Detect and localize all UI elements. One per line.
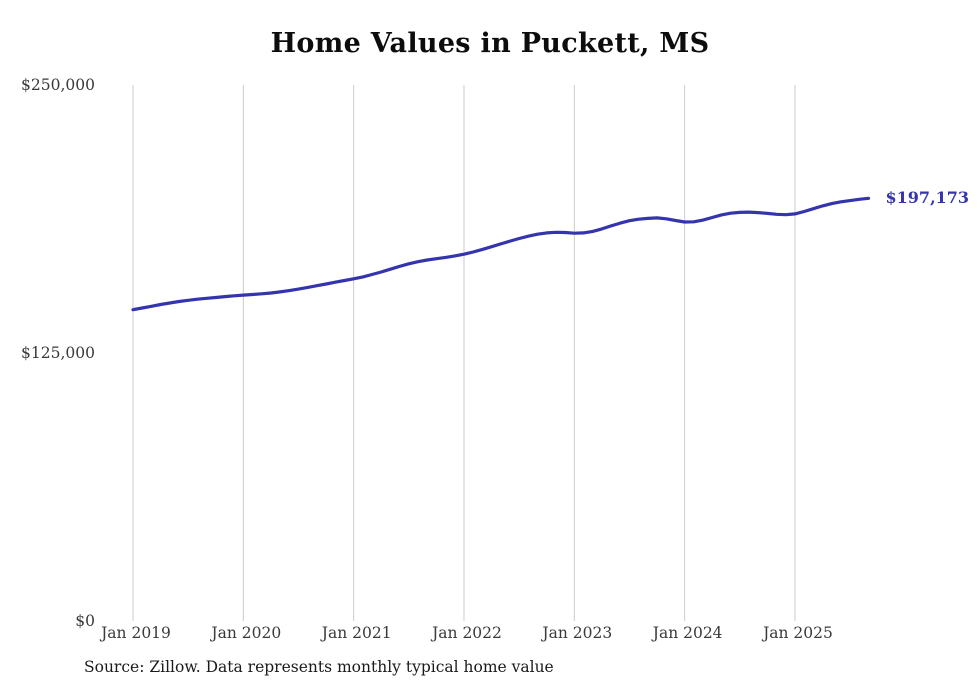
x-axis-tick-label: Jan 2021 (320, 624, 392, 642)
x-axis-tick-label: Jan 2025 (761, 624, 833, 642)
price-line (131, 196, 871, 312)
y-axis-tick-label: $0 (75, 612, 95, 630)
x-axis-tick-label: Jan 2023 (540, 624, 612, 642)
end-value-label: $197,173 (885, 188, 970, 208)
x-axis-tick-label: Jan 2024 (651, 624, 723, 642)
x-axis-tick-label: Jan 2020 (209, 624, 281, 642)
x-axis-tick-label: Jan 2019 (99, 624, 171, 642)
y-axis-tick-label: $250,000 (21, 76, 95, 94)
source-note: Source: Zillow. Data represents monthly … (84, 658, 554, 676)
x-axis-tick-label: Jan 2022 (430, 624, 502, 642)
chart-title: Home Values in Puckett, MS (270, 28, 710, 59)
y-axis-tick-label: $125,000 (21, 344, 95, 362)
